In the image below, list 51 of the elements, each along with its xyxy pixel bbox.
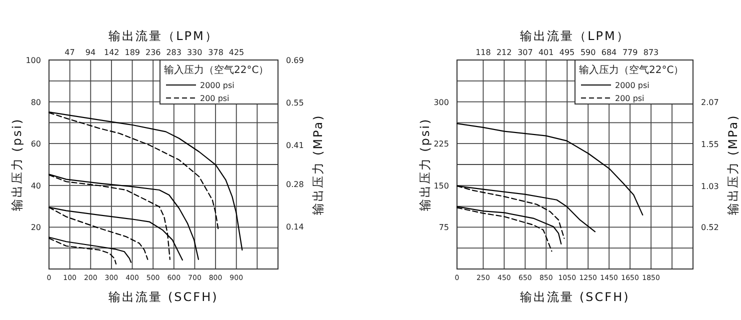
x2-tick-label: 590 xyxy=(580,48,596,57)
x-axis-title: 输出流量 (SCFH) xyxy=(520,290,630,304)
y-axis-title: 输出压力 (psi) xyxy=(418,118,432,212)
x2-tick-label: 873 xyxy=(643,48,659,57)
y-tick-label: 100 xyxy=(26,56,41,65)
y2-tick-label: 0.41 xyxy=(286,140,304,150)
y2-tick-label: 0.14 xyxy=(286,222,304,232)
legend-label: 2000 psi xyxy=(615,81,650,90)
x2-tick-label: 425 xyxy=(228,48,244,57)
x2-axis-title: 输出流量（LPM） xyxy=(108,29,218,43)
x2-tick-label: 330 xyxy=(186,48,202,57)
y2-tick-label: 0.69 xyxy=(286,56,304,65)
x-axis-title: 输出流量 (SCFH) xyxy=(108,290,218,304)
legend-title: 输入压力（空气22°C） xyxy=(164,64,269,76)
y2-axis-title: 输出压力 (MPa) xyxy=(311,114,325,215)
legend-label: 2000 psi xyxy=(200,81,234,90)
y-tick-label: 75 xyxy=(438,223,449,232)
x2-tick-label: 378 xyxy=(208,48,224,57)
y2-axis-title: 输出压力 (MPa) xyxy=(726,114,740,215)
y-tick-label: 20 xyxy=(30,223,41,232)
x2-tick-label: 283 xyxy=(166,48,182,57)
y-tick-label: 225 xyxy=(434,140,449,149)
y2-tick-label: 1.55 xyxy=(701,140,719,149)
y-axis-title: 输出压力 (psi) xyxy=(10,118,24,212)
x2-tick-label: 118 xyxy=(476,48,491,57)
y2-tick-label: 2.07 xyxy=(701,98,719,107)
legend-label: 200 psi xyxy=(615,94,644,103)
x2-tick-label: 189 xyxy=(124,48,140,57)
y2-tick-label: 1.03 xyxy=(701,182,719,191)
x2-tick-label: 212 xyxy=(496,48,512,57)
x2-tick-label: 94 xyxy=(85,48,96,57)
legend-label: 200 psi xyxy=(200,94,230,103)
y2-tick-label: 0.28 xyxy=(286,180,304,190)
x2-axis-title: 输出流量（LPM） xyxy=(520,29,630,43)
y-tick-label: 80 xyxy=(30,98,41,107)
y-tick-label: 150 xyxy=(434,181,449,190)
y-tick-label: 40 xyxy=(30,181,41,190)
x2-tick-label: 401 xyxy=(538,48,554,57)
x2-tick-label: 47 xyxy=(64,48,75,57)
x2-tick-label: 684 xyxy=(601,48,617,57)
x2-tick-label: 236 xyxy=(145,48,161,57)
x2-tick-label: 779 xyxy=(622,48,638,57)
x2-tick-label: 142 xyxy=(104,48,120,57)
y2-tick-label: 0.52 xyxy=(701,223,719,232)
x2-tick-label: 495 xyxy=(559,48,575,57)
y-tick-label: 300 xyxy=(434,98,449,107)
y2-tick-label: 0.55 xyxy=(286,98,304,108)
y-tick-label: 60 xyxy=(30,140,41,149)
legend-title: 输入压力（空气22°C） xyxy=(579,64,684,76)
x2-tick-label: 307 xyxy=(518,48,533,57)
line-series xyxy=(456,122,644,216)
